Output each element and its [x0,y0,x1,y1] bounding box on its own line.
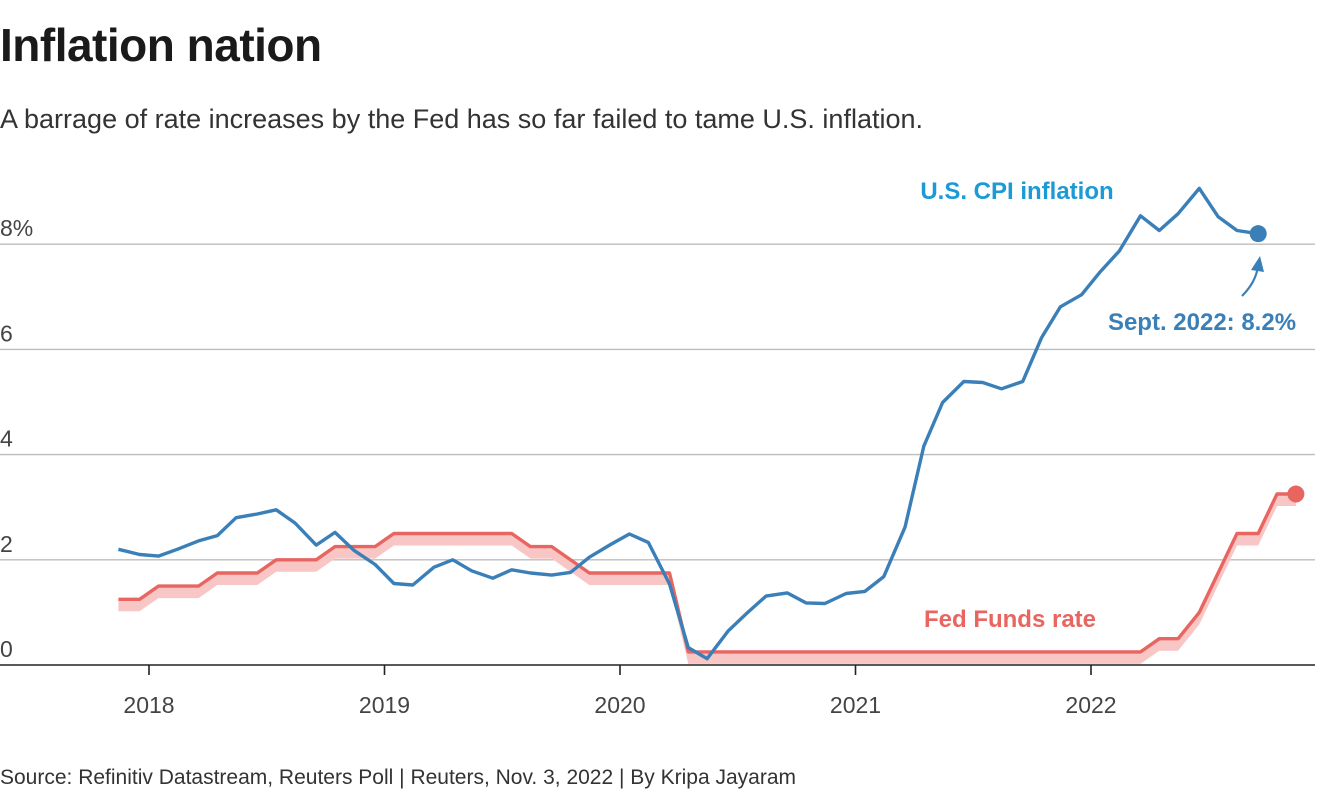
fed-rate-band-layer [118,494,1296,664]
chart-subtitle: A barrage of rate increases by the Fed h… [0,104,923,134]
x-tick-label: 2022 [1065,692,1116,718]
fed-last-point [1287,485,1305,503]
y-tick-label: 4 [0,426,13,452]
chart-title: Inflation nation [0,19,322,71]
cpi-line [117,186,1259,661]
annotations-layer: U.S. CPI inflation Sept. 2022: 8.2% Fed Fu… [920,178,1296,633]
line-chart: 8% 6 4 2 0 2018 2019 2020 2021 2022 U.S. CPI inf… [0,178,1315,718]
fed-funds-line [118,492,1296,654]
x-tick-label: 2020 [594,692,645,718]
x-axis: 2018 2019 2020 2021 2022 [0,664,1315,718]
x-tick-label: 2018 [123,692,174,718]
y-tick-label: 0 [0,636,13,662]
x-tick-label: 2019 [359,692,410,718]
series-lines-layer [117,186,1305,661]
y-tick-label: 8% [0,215,33,241]
fed-series-label: Fed Funds rate [924,606,1096,633]
y-tick-label: 2 [0,531,13,557]
cpi-last-value-label: Sept. 2022: 8.2% [1108,309,1296,336]
gridlines: 8% 6 4 2 0 [0,215,1315,662]
y-tick-label: 6 [0,320,13,346]
fed-rate-band [118,494,1296,664]
source-note: Source: Refinitiv Datastream, Reuters Po… [0,766,797,789]
cpi-series-label: U.S. CPI inflation [920,178,1113,205]
x-tick-label: 2021 [830,692,881,718]
annotation-arrow-head [1251,256,1264,272]
cpi-last-point [1249,225,1267,243]
